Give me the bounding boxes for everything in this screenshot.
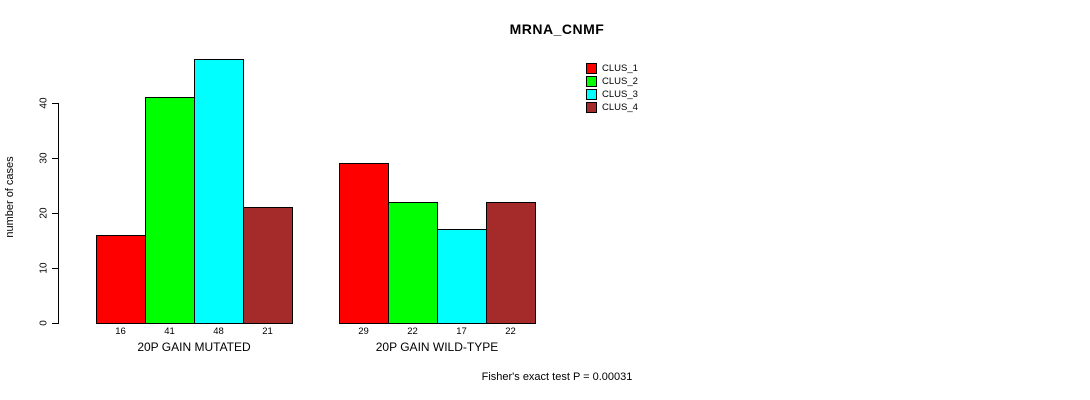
- group-label: 20P GAIN MUTATED: [137, 340, 251, 354]
- legend-label: CLUS_1: [602, 63, 638, 74]
- y-tick-label: 30: [38, 152, 50, 164]
- bar-value-label: 22: [505, 326, 516, 337]
- legend-label: CLUS_2: [602, 76, 638, 87]
- legend-item-clus_1: CLUS_1: [586, 62, 638, 75]
- chart-title: MRNA_CNMF: [509, 21, 605, 37]
- bar-clus_2-group1: [145, 97, 195, 324]
- legend-item-clus_3: CLUS_3: [586, 88, 638, 101]
- y-axis-tick: [52, 213, 58, 214]
- y-tick-label: 20: [38, 207, 50, 219]
- y-axis-tick: [52, 158, 58, 159]
- legend-swatch-clus_3: [586, 89, 597, 100]
- bar-value-label: 41: [164, 326, 175, 337]
- bar-value-label: 17: [456, 326, 467, 337]
- y-axis-tick: [52, 103, 58, 104]
- legend-swatch-clus_2: [586, 76, 597, 87]
- group-label: 20P GAIN WILD-TYPE: [375, 340, 499, 354]
- fisher-test-annotation: Fisher's exact test P = 0.00031: [481, 371, 633, 383]
- legend-label: CLUS_4: [602, 102, 638, 113]
- bar-value-label: 22: [407, 326, 418, 337]
- legend: CLUS_1 CLUS_2 CLUS_3 CLUS_4: [586, 62, 638, 114]
- legend-label: CLUS_3: [602, 89, 638, 100]
- legend-item-clus_4: CLUS_4: [586, 101, 638, 114]
- y-axis-tick: [52, 323, 58, 324]
- y-axis-tick: [52, 268, 58, 269]
- bar-clus_4-group1: [243, 207, 293, 324]
- bar-value-label: 48: [213, 326, 224, 337]
- bar-value-label: 16: [115, 326, 126, 337]
- legend-item-clus_2: CLUS_2: [586, 75, 638, 88]
- legend-swatch-clus_4: [586, 102, 597, 113]
- y-axis-label: number of cases: [4, 156, 16, 238]
- y-tick-label: 40: [38, 97, 50, 109]
- legend-swatch-clus_1: [586, 63, 597, 74]
- bar-clus_1-group2: [339, 163, 389, 324]
- y-tick-label: 0: [38, 320, 50, 326]
- y-axis-line: [58, 103, 59, 324]
- bar-clus_3-group1: [194, 59, 244, 324]
- bar-value-label: 29: [358, 326, 369, 337]
- y-tick-label: 10: [38, 262, 50, 274]
- bar-value-label: 21: [262, 326, 273, 337]
- bar-clus_2-group2: [388, 202, 438, 324]
- bar-clus_4-group2: [486, 202, 536, 324]
- bar-clus_1-group1: [96, 235, 146, 324]
- bar-clus_3-group2: [437, 229, 487, 324]
